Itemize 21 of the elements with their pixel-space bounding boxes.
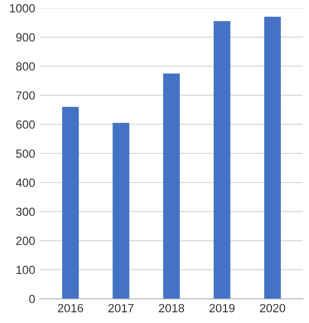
bar (112, 122, 130, 299)
x-tick-label: 2018 (158, 304, 184, 312)
y-tick-label: 300 (16, 208, 35, 216)
y-tick-label: 700 (16, 91, 35, 100)
bar (62, 106, 79, 299)
bar (163, 73, 180, 299)
bar (214, 21, 230, 299)
y-tick-label: 900 (16, 33, 35, 42)
x-tick-label: 2017 (108, 304, 134, 312)
bar (264, 16, 281, 299)
x-tick-label: 2020 (260, 304, 286, 312)
y-tick-label: 1000 (10, 4, 35, 12)
y-tick-label: 800 (16, 62, 35, 71)
y-tick-label: 400 (16, 178, 35, 187)
x-tick-label: 2016 (58, 304, 84, 312)
y-tick-label: 200 (16, 236, 35, 246)
y-tick-label: 100 (16, 266, 35, 274)
y-tick-label: 600 (16, 120, 35, 129)
x-tick-label: 2019 (209, 304, 235, 312)
y-tick-label: 500 (16, 149, 35, 158)
y-tick-label: 0 (29, 294, 35, 304)
